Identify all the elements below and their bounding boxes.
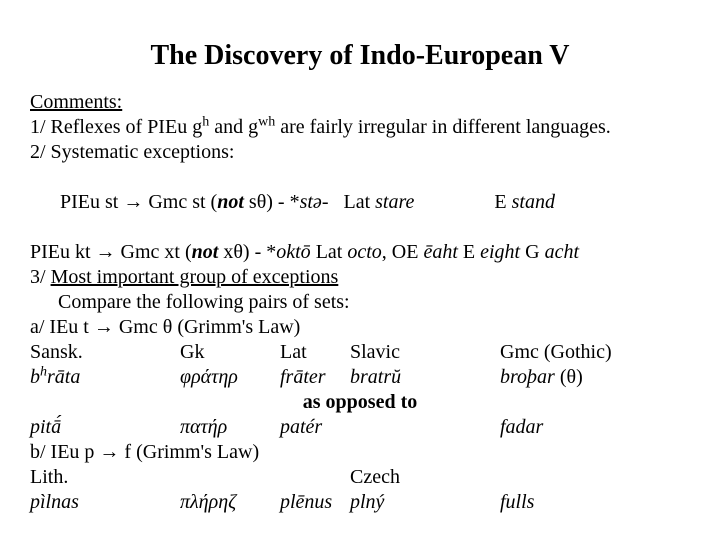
cell [180, 465, 280, 490]
cell: φράτηρ [180, 365, 280, 390]
txt: Lat [311, 241, 348, 263]
line-6: Compare the following pairs of sets: [30, 290, 690, 315]
txt: and g [209, 116, 258, 138]
line-5: 3/ Most important group of exceptions [30, 265, 690, 290]
line-2: 2/ Systematic exceptions: [30, 140, 690, 165]
line-3: PIEu st → Gmc st (not sθ) - *stə- Lat st… [30, 165, 690, 240]
table-row: pìlnas πλήρηζ plēnus plný fulls [30, 490, 690, 515]
txt: sθ) - * [244, 191, 300, 213]
sup: h [40, 364, 47, 379]
cell [350, 415, 500, 440]
txt: rāta [47, 366, 80, 388]
not: not [217, 191, 244, 213]
line-7: a/ IEu t → Gmc θ (Grimm's Law) [30, 315, 690, 340]
txt: E [458, 241, 480, 263]
body-text: Comments: 1/ Reflexes of PIEu gh and gwh… [30, 90, 690, 515]
i: stare [375, 191, 414, 213]
hdr-gmc: Gmc (Gothic) [500, 340, 690, 365]
i: ēaht [423, 241, 457, 263]
i: stand [512, 191, 555, 213]
txt: xθ) - * [218, 241, 276, 263]
hdr-sansk: Sansk. [30, 340, 180, 365]
txt: (θ) [555, 366, 583, 388]
i: eight [480, 241, 520, 263]
i: oktō [276, 241, 310, 263]
txt: PIEu kt → Gmc xt ( [30, 241, 192, 263]
cell: plēnus [280, 490, 350, 515]
txt: b [30, 366, 40, 388]
hdr-lat: Lat [280, 340, 350, 365]
cell [500, 465, 690, 490]
txt: PIEu st → Gmc st ( [60, 191, 217, 213]
txt: 3/ [30, 266, 51, 288]
txt: - Lat [322, 191, 375, 213]
table-row: pitā́ πατήρ patér fadar [30, 415, 690, 440]
txt: 1/ Reflexes of PIEu g [30, 116, 202, 138]
comments-heading: Comments: [30, 90, 690, 115]
table-header-2: Lith. Czech [30, 465, 690, 490]
cell: patér [280, 415, 350, 440]
cell: bratrŭ [350, 365, 500, 390]
line-1: 1/ Reflexes of PIEu gh and gwh are fairl… [30, 115, 690, 140]
hdr-lith: Lith. [30, 465, 180, 490]
cell: fadar [500, 415, 690, 440]
txt: E [414, 191, 511, 213]
i: octo [347, 241, 381, 263]
cell: pìlnas [30, 490, 180, 515]
cell: pitā́ [30, 415, 180, 440]
txt: G [520, 241, 544, 263]
i: broþar [500, 366, 555, 388]
cell: plný [350, 490, 500, 515]
not: not [192, 241, 219, 263]
cell: bhrāta [30, 365, 180, 390]
hdr-czech: Czech [350, 465, 500, 490]
cell: fulls [500, 490, 690, 515]
hdr-gk: Gk [180, 340, 280, 365]
as-opposed-to: as opposed to [30, 390, 690, 415]
i: stə [300, 191, 322, 213]
txt: are fairly irregular in different langua… [275, 116, 611, 138]
sup: wh [258, 114, 275, 129]
txt: , OE [382, 241, 424, 263]
document-page: The Discovery of Indo-European V Comment… [0, 0, 720, 545]
u: Most important group of exceptions [51, 266, 339, 288]
cell: frāter [280, 365, 350, 390]
comments-label: Comments: [30, 91, 122, 113]
table-header: Sansk. Gk Lat Slavic Gmc (Gothic) [30, 340, 690, 365]
cell: πλήρηζ [180, 490, 280, 515]
line-4: PIEu kt → Gmc xt (not xθ) - *oktō Lat oc… [30, 240, 690, 265]
cell: πατήρ [180, 415, 280, 440]
i: acht [545, 241, 579, 263]
table-row: bhrāta φράτηρ frāter bratrŭ broþar (θ) [30, 365, 690, 390]
hdr-slavic: Slavic [350, 340, 500, 365]
line-b: b/ IEu p → f (Grimm's Law) [30, 440, 690, 465]
page-title: The Discovery of Indo-European V [30, 40, 690, 72]
cell: broþar (θ) [500, 365, 690, 390]
cell [280, 465, 350, 490]
